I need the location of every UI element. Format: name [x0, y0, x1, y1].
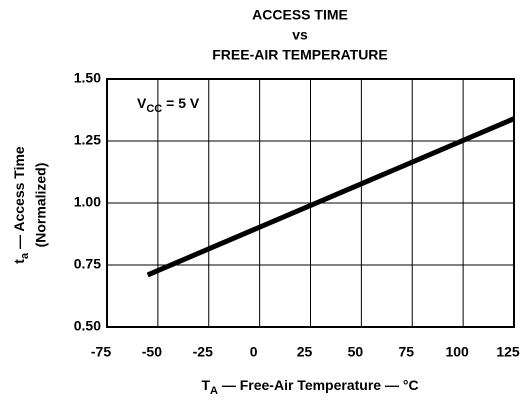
x-tick-label: -75	[91, 344, 111, 360]
y-tick-label: 1.25	[74, 132, 101, 148]
plot-frame	[106, 78, 515, 328]
x-tick-label: 75	[398, 344, 414, 360]
y-label-line2: (Normalized)	[33, 163, 49, 248]
chart-title: ACCESS TIME	[252, 7, 348, 23]
annotation-sub: CC	[146, 103, 162, 115]
x-tick-label: 0	[250, 344, 258, 360]
annotation-text: = 5 V	[162, 95, 200, 111]
x-tick-label: 125	[496, 344, 520, 360]
chart-title: FREE-AIR TEMPERATURE	[212, 47, 388, 63]
y-tick-label: 1.00	[74, 194, 101, 210]
x-label-sub: A	[210, 385, 218, 397]
y-tick-label: 0.50	[74, 318, 101, 334]
x-tick-label: -50	[142, 344, 162, 360]
x-label-text: — Free-Air Temperature — °C	[218, 377, 419, 393]
x-axis-label: TA — Free-Air Temperature — °C	[201, 377, 418, 397]
y-axis-label: ta — Access Time (Normalized)	[11, 146, 49, 264]
y-label-sub: a	[19, 252, 31, 259]
y-label-text: — Access Time	[11, 146, 27, 253]
y-tick-label: 1.50	[74, 70, 101, 86]
chart-title: vs	[292, 27, 308, 43]
y-tick-label: 0.75	[74, 256, 101, 272]
annotation-symbol: V	[137, 95, 147, 111]
x-tick-label: 25	[297, 344, 313, 360]
x-tick-label: 50	[348, 344, 364, 360]
data-line	[146, 116, 515, 278]
x-tick-label: -25	[193, 344, 213, 360]
annotation: VCC = 5 V	[137, 95, 200, 115]
y-label-line1: ta — Access Time	[11, 146, 31, 264]
x-tick-label: 100	[445, 344, 469, 360]
y-label-symbol: t	[11, 259, 27, 264]
x-label-symbol: T	[201, 377, 210, 393]
